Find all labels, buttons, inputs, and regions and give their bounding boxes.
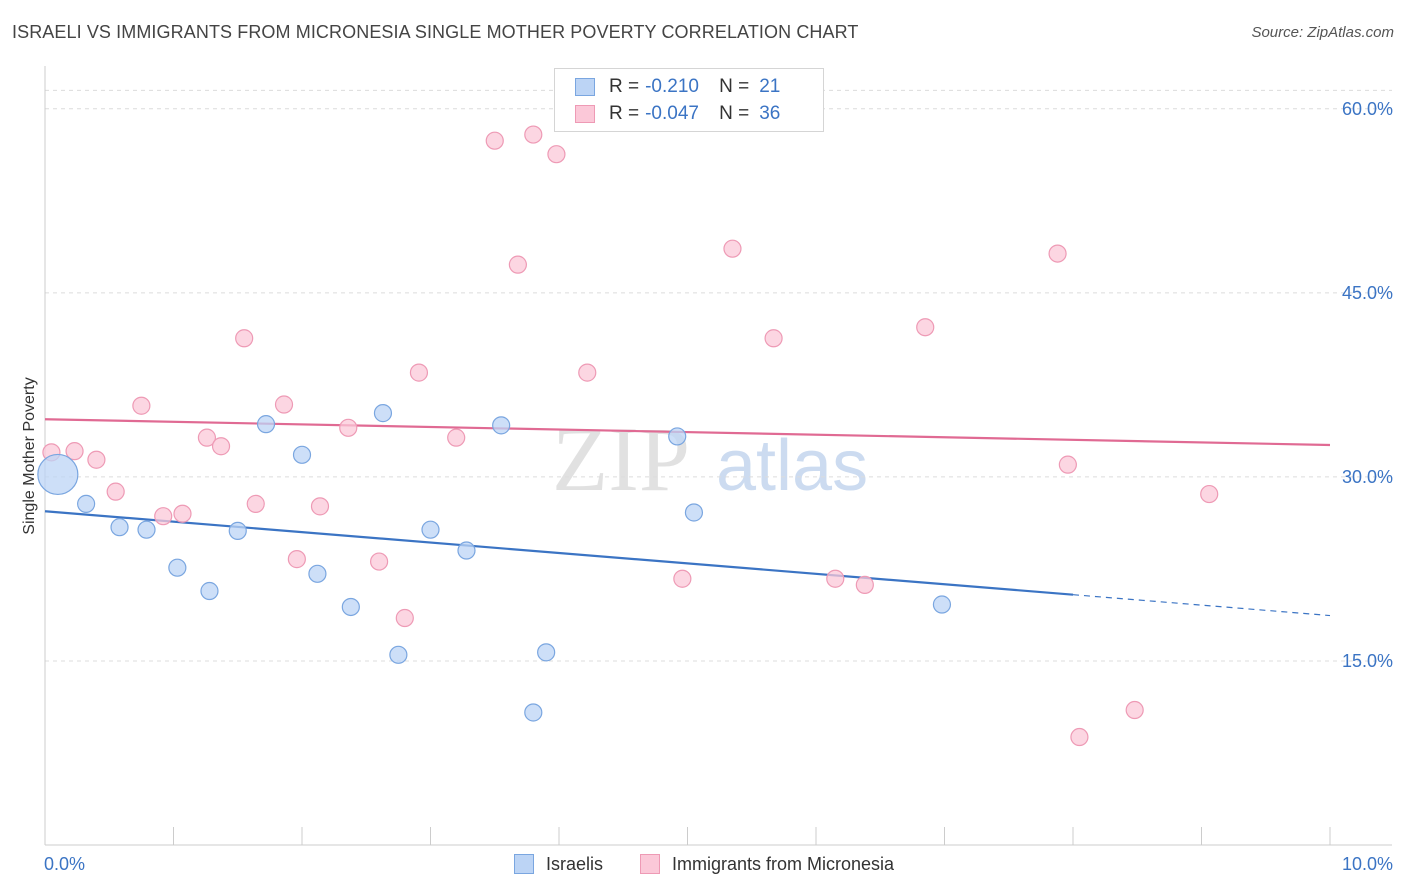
point-israelis — [524, 703, 543, 722]
point-israelis — [341, 597, 360, 617]
point-micronesia — [211, 437, 231, 456]
legend-n-label: N = — [719, 76, 750, 97]
tick-labels: 15.0% 30.0% 45.0% 60.0% 0.0% 10.0% — [44, 99, 1393, 874]
point-micronesia — [395, 608, 414, 628]
point-micronesia — [310, 497, 330, 516]
legend-swatch-israelis — [575, 78, 595, 96]
watermark-atlas: atlas — [716, 426, 868, 506]
point-micronesia — [235, 329, 254, 348]
point-micronesia — [197, 428, 217, 447]
grid-lines — [45, 89, 1392, 662]
point-micronesia — [132, 396, 151, 415]
point-micronesia — [524, 125, 543, 144]
y-tick-label: 60.0% — [1342, 99, 1393, 119]
point-israelis — [137, 520, 156, 539]
point-micronesia — [1058, 455, 1077, 474]
point-israelis — [492, 416, 511, 435]
y-tick-label: 15.0% — [1342, 651, 1393, 671]
x-tick-label: 0.0% — [44, 854, 85, 874]
point-israelis — [292, 445, 312, 464]
watermark-zip: ZIP — [552, 408, 690, 510]
point-israelis — [421, 520, 440, 539]
point-micronesia — [1048, 244, 1067, 263]
point-israelis — [37, 453, 79, 496]
point-micronesia — [485, 131, 504, 150]
bottom-legend-israelis: Israelis — [514, 852, 603, 876]
trendline-israelis — [44, 510, 1074, 596]
point-micronesia — [447, 428, 466, 447]
bottom-legend-micronesia: Immigrants from Micronesia — [640, 852, 894, 876]
point-israelis — [110, 518, 129, 537]
point-micronesia — [508, 255, 527, 274]
legend-r-value: -0.047 — [645, 103, 699, 124]
source-label: Source: ZipAtlas.com — [1251, 24, 1394, 41]
point-micronesia — [673, 569, 692, 588]
y-axis-title: Single Mother Poverty — [21, 377, 38, 534]
point-micronesia — [173, 504, 192, 523]
point-israelis — [537, 643, 556, 662]
legend-r-label: R = — [609, 103, 640, 124]
y-tick-label: 30.0% — [1342, 467, 1393, 487]
point-micronesia — [106, 482, 125, 501]
legend-r-value: -0.210 — [645, 76, 699, 97]
point-israelis — [256, 415, 276, 434]
point-israelis — [389, 645, 408, 664]
point-israelis — [373, 404, 393, 423]
legend-n-label: N = — [719, 103, 750, 124]
legend-swatch-micronesia — [575, 105, 595, 123]
legend: R = -0.210 N = 21 R = -0.047 N = 36 — [554, 68, 824, 132]
chart-title: ISRAELI VS IMMIGRANTS FROM MICRONESIA SI… — [12, 22, 859, 42]
point-micronesia — [1125, 700, 1144, 720]
point-micronesia — [65, 442, 84, 461]
point-micronesia — [246, 494, 265, 513]
point-micronesia — [826, 569, 845, 588]
point-micronesia — [547, 145, 566, 164]
point-israelis — [684, 503, 704, 522]
data-points — [37, 110, 1219, 747]
point-micronesia — [916, 318, 935, 337]
point-micronesia — [154, 507, 173, 526]
legend-row-micronesia: R = -0.047 N = 36 — [575, 101, 833, 127]
point-micronesia — [370, 552, 389, 571]
point-micronesia — [855, 575, 874, 594]
point-micronesia — [1070, 727, 1089, 747]
point-israelis — [457, 541, 476, 560]
point-micronesia — [578, 363, 597, 382]
point-micronesia — [723, 239, 742, 258]
point-micronesia — [274, 395, 294, 414]
x-tick-label: 10.0% — [1342, 854, 1393, 874]
point-israelis — [932, 595, 952, 614]
point-israelis — [228, 521, 247, 540]
y-tick-label: 45.0% — [1342, 283, 1393, 303]
point-micronesia — [764, 329, 783, 348]
bottom-legend-label-israelis: Israelis — [546, 853, 604, 874]
legend-r-label: R = — [609, 76, 640, 97]
point-israelis — [668, 427, 687, 446]
point-micronesia — [87, 450, 106, 469]
legend-n-value: 36 — [759, 103, 781, 124]
point-micronesia — [1200, 484, 1219, 504]
point-israelis — [308, 564, 327, 583]
point-israelis — [200, 581, 219, 601]
point-micronesia — [287, 550, 306, 569]
point-micronesia — [409, 363, 429, 382]
watermark: ZIP atlas — [552, 408, 868, 510]
bottom-legend-swatch-micronesia — [640, 854, 660, 874]
bottom-legend-swatch-israelis — [514, 854, 534, 874]
legend-row-israelis: R = -0.210 N = 21 — [575, 74, 833, 100]
bottom-legend-label-micronesia: Immigrants from Micronesia — [672, 853, 895, 874]
point-israelis — [77, 494, 96, 513]
trendline-israelis-extension — [1072, 594, 1331, 617]
point-micronesia — [339, 418, 358, 437]
point-israelis — [168, 558, 187, 577]
legend-n-value: 21 — [759, 76, 781, 97]
